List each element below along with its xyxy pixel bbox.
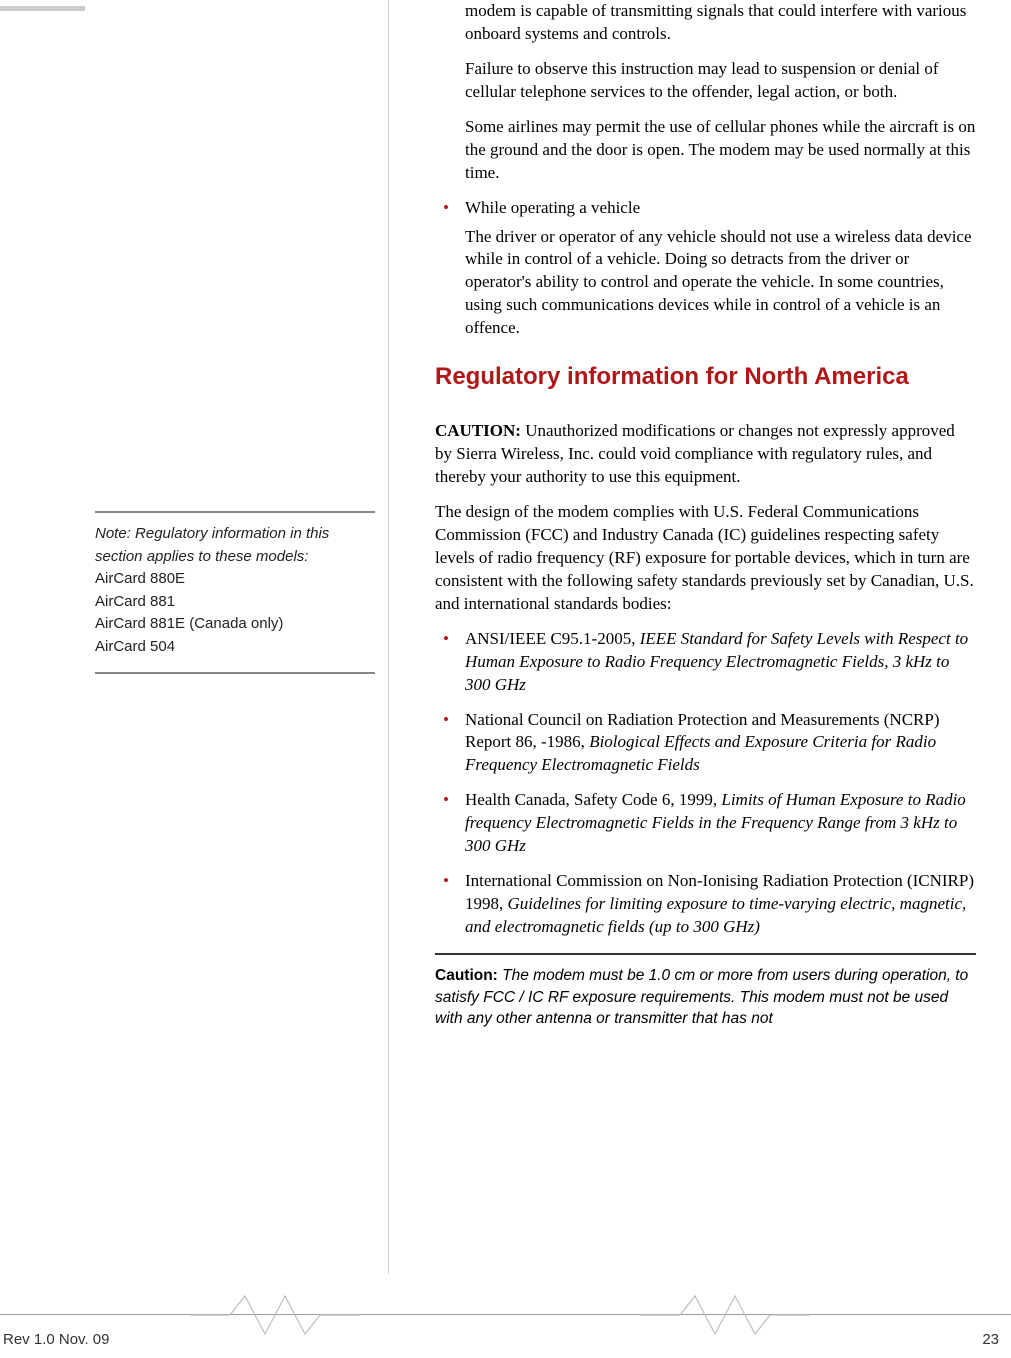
column-divider [388,0,389,1274]
para-vehicle-body: The driver or operator of any vehicle sh… [465,226,976,341]
page-container: Note: Regulatory information in this sec… [0,0,1011,1358]
standard-row-0: • ANSI/IEEE C95.1-2005, IEEE Standard fo… [435,628,976,697]
note-intro: Regulatory information in this section a… [95,525,329,565]
footer-rule [0,1314,1011,1315]
main-column: modem is capable of transmitting signals… [435,0,976,1030]
standard-row-3: • International Commission on Non-Ionisi… [435,870,976,939]
bullet-vehicle-label: While operating a vehicle [465,197,976,220]
footer-page-number: 23 [982,1331,999,1348]
footer-wave-right-icon [640,1290,810,1340]
standard-2: Health Canada, Safety Code 6, 1999, Limi… [465,789,976,858]
standard-row-2: • Health Canada, Safety Code 6, 1999, Li… [435,789,976,858]
footer-rev: Rev 1.0 Nov. 09 [3,1331,109,1348]
standard-2-lead: Health Canada, Safety Code 6, 1999, [465,790,721,809]
sidebar-note: Note: Regulatory information in this sec… [95,511,375,674]
bullet-dot-icon: • [435,709,465,778]
caution-label: CAUTION: [435,421,521,440]
note-model-3: AirCard 504 [95,636,375,659]
standard-1: National Council on Radiation Protection… [465,709,976,778]
caution-box-body: The modem must be 1.0 cm or more from us… [435,967,968,1027]
standard-0: ANSI/IEEE C95.1-2005, IEEE Standard for … [465,628,976,697]
caution-box-label: Caution: [435,967,498,984]
bullet-dot-icon: • [435,628,465,697]
note-label: Note: [95,525,131,542]
caution-para: CAUTION: Unauthorized modifications or c… [435,420,976,489]
standard-0-lead: ANSI/IEEE C95.1-2005, [465,629,640,648]
note-model-0: AirCard 880E [95,568,375,591]
footer-wave-left-icon [190,1290,360,1340]
standard-row-1: • National Council on Radiation Protecti… [435,709,976,778]
para-failure: Failure to observe this instruction may … [465,58,976,104]
note-model-2: AirCard 881E (Canada only) [95,613,375,636]
bullet-dot-icon: • [435,197,465,220]
bullet-dot-icon: • [435,789,465,858]
note-box: Note: Regulatory information in this sec… [95,511,375,674]
para-modem-signals: modem is capable of transmitting signals… [465,0,976,46]
bullet-dot-icon: • [435,870,465,939]
caution-box: Caution: The modem must be 1.0 cm or mor… [435,953,976,1030]
section-heading: Regulatory information for North America [435,362,976,392]
bullet-vehicle: • While operating a vehicle [435,197,976,220]
design-para: The design of the modem complies with U.… [435,501,976,616]
note-model-1: AirCard 881 [95,591,375,614]
standard-3-italic: Guidelines for limiting exposure to time… [465,894,966,936]
page-footer: Rev 1.0 Nov. 09 23 [0,1290,1011,1350]
standard-3: International Commission on Non-Ionising… [465,870,976,939]
para-airlines: Some airlines may permit the use of cell… [465,116,976,185]
